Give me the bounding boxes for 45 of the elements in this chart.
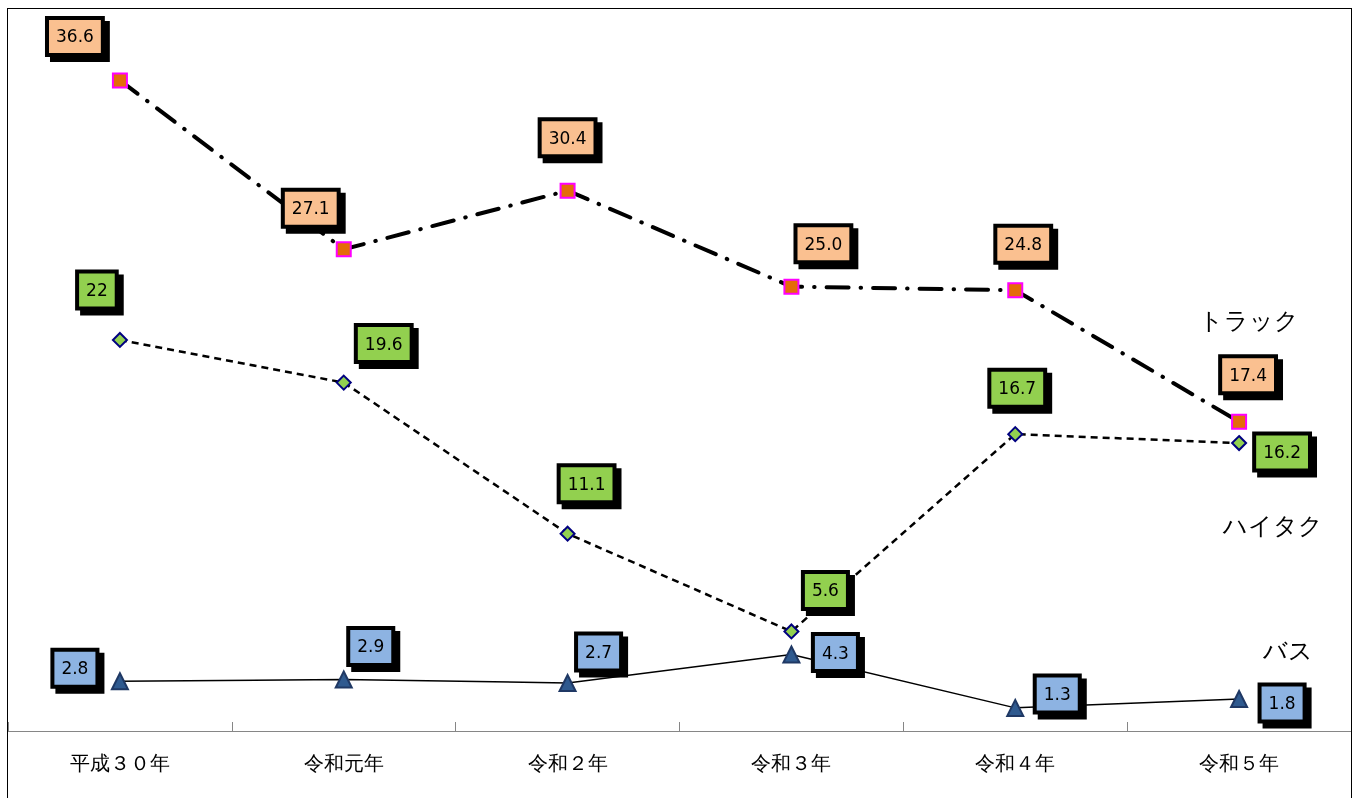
point bbox=[559, 182, 576, 199]
series-label: バス bbox=[1262, 637, 1314, 666]
point bbox=[1231, 413, 1248, 430]
data-label: 4.3 bbox=[821, 642, 849, 663]
x-tick-label: 令和４年 bbox=[975, 751, 1056, 775]
data-label: 2.8 bbox=[61, 658, 89, 679]
point bbox=[559, 525, 576, 542]
point bbox=[110, 672, 129, 691]
data-label: 25.0 bbox=[804, 233, 843, 254]
point bbox=[1006, 698, 1025, 717]
data-label: 1.3 bbox=[1043, 683, 1071, 704]
x-tick-label: 令和２年 bbox=[527, 751, 608, 775]
data-label: 16.7 bbox=[998, 378, 1037, 399]
x-tick-label: 令和３年 bbox=[751, 751, 832, 775]
x-tick-label: 平成３０年 bbox=[69, 751, 170, 775]
point bbox=[111, 72, 128, 89]
x-tick-label: 令和５年 bbox=[1199, 751, 1280, 775]
data-label: 17.4 bbox=[1229, 364, 1268, 385]
point bbox=[335, 241, 352, 258]
point bbox=[111, 331, 128, 348]
data-label: 27.1 bbox=[291, 198, 330, 219]
data-label: 36.6 bbox=[55, 26, 94, 47]
data-label: 30.4 bbox=[548, 127, 587, 148]
text: トラック bbox=[1199, 306, 1300, 335]
data-label: 5.6 bbox=[811, 580, 839, 601]
data-label: 19.6 bbox=[364, 333, 403, 354]
data-label: 2.7 bbox=[585, 642, 613, 663]
data-label: 24.8 bbox=[1004, 234, 1043, 255]
point bbox=[1231, 435, 1248, 452]
point bbox=[334, 670, 353, 689]
text: ハイタク bbox=[1222, 512, 1324, 541]
data-label: 2.9 bbox=[357, 636, 385, 657]
data-label: 16.2 bbox=[1263, 442, 1302, 463]
data-label: 1.8 bbox=[1268, 693, 1296, 714]
x-tick-label: 令和元年 bbox=[303, 751, 384, 775]
point bbox=[1007, 426, 1024, 443]
data-label: 11.1 bbox=[567, 473, 606, 494]
point bbox=[335, 374, 352, 391]
data-label: 22 bbox=[86, 279, 108, 300]
point bbox=[782, 645, 801, 664]
point bbox=[783, 623, 800, 640]
point bbox=[1230, 690, 1249, 709]
point bbox=[1007, 282, 1024, 299]
point bbox=[783, 278, 800, 295]
point bbox=[558, 674, 577, 693]
